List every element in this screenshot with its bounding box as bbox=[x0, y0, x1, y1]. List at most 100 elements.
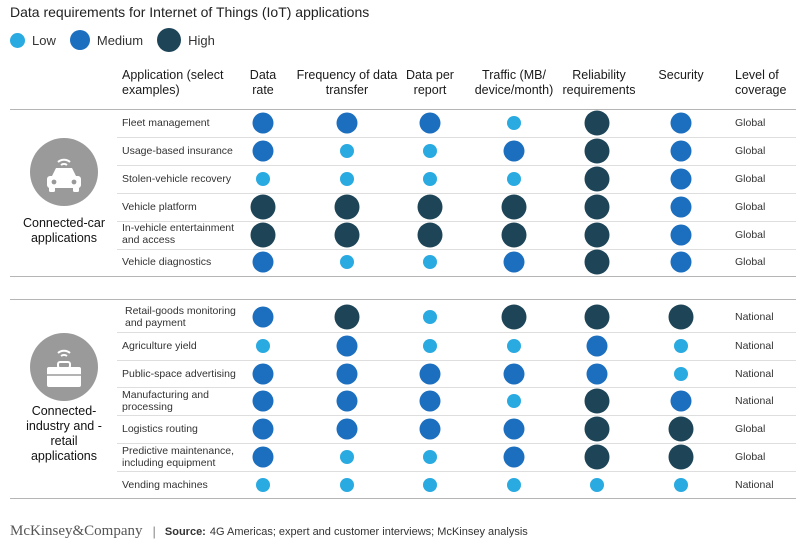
source-label: Source: bbox=[164, 525, 206, 538]
column-header-reliability: Reliability requirements bbox=[562, 68, 636, 97]
rating-dot-reliability-medium bbox=[586, 335, 608, 357]
legend-item-medium: Medium bbox=[69, 30, 143, 50]
rating-dot-traffic-high bbox=[501, 194, 527, 220]
rating-dot-data-rate-medium bbox=[252, 363, 274, 385]
rating-dot-reliability-medium bbox=[586, 363, 608, 385]
rating-dot-data-per-report-medium bbox=[419, 418, 441, 440]
rating-dot-frequency-high bbox=[334, 222, 360, 248]
rating-dot-frequency-low bbox=[340, 478, 354, 492]
row-divider bbox=[117, 249, 796, 250]
row-divider bbox=[117, 360, 796, 361]
app-label: Agriculture yield bbox=[122, 340, 197, 352]
rating-dot-frequency-low bbox=[340, 255, 354, 269]
rating-dot-data-per-report-low bbox=[423, 478, 437, 492]
group-rule-top bbox=[10, 299, 796, 300]
row-divider bbox=[117, 165, 796, 166]
rating-dot-frequency-medium bbox=[336, 335, 358, 357]
rating-dot-data-rate-medium bbox=[252, 140, 274, 162]
rating-dot-data-per-report-low bbox=[423, 310, 437, 324]
rating-dot-security-low bbox=[674, 478, 688, 492]
rating-dot-traffic-medium bbox=[503, 363, 525, 385]
rating-dot-data-per-report-low bbox=[423, 255, 437, 269]
rating-dot-data-rate-medium bbox=[252, 446, 274, 468]
rating-dot-reliability-low bbox=[590, 478, 604, 492]
coverage-value: Global bbox=[735, 423, 766, 435]
briefcase-icon bbox=[30, 333, 98, 401]
app-label: Vehicle platform bbox=[122, 201, 197, 213]
legend-label-low: Low bbox=[32, 32, 56, 48]
rating-dot-traffic-low bbox=[507, 478, 521, 492]
app-label: Predictive maintenance, including equipm… bbox=[122, 445, 235, 469]
rating-dot-data-rate-medium bbox=[252, 112, 274, 134]
car-icon bbox=[30, 138, 98, 206]
rating-dot-traffic-medium bbox=[503, 418, 525, 440]
rating-dot-reliability-high bbox=[584, 222, 610, 248]
rating-dot-data-rate-low bbox=[256, 478, 270, 492]
coverage-value: Global bbox=[735, 451, 766, 463]
rating-dot-traffic-low bbox=[507, 394, 521, 408]
rating-dot-security-medium bbox=[670, 168, 692, 190]
column-header-data-per-report: Data per report bbox=[406, 68, 454, 97]
rating-dot-frequency-high bbox=[334, 194, 360, 220]
rating-dot-security-medium bbox=[670, 390, 692, 412]
column-header-traffic: Traffic (MB/ device/month) bbox=[474, 68, 554, 97]
group-label-connected-car: Connected-car applications bbox=[23, 216, 105, 245]
rating-dot-data-per-report-low bbox=[423, 172, 437, 186]
legend-label-high: High bbox=[188, 32, 215, 48]
column-header-data-rate: Data rate bbox=[249, 68, 277, 97]
rating-dot-data-per-report-medium bbox=[419, 363, 441, 385]
footer: McKinsey&Company | Source: 4G Americas; … bbox=[10, 523, 528, 540]
rating-dot-security-high bbox=[668, 416, 694, 442]
legend-swatch-high bbox=[157, 28, 182, 52]
row-divider bbox=[117, 387, 796, 388]
legend-item-high: High bbox=[157, 28, 215, 52]
rating-dot-reliability-high bbox=[584, 166, 610, 192]
legend-item-low: Low bbox=[10, 32, 56, 48]
group-rule-bottom bbox=[10, 276, 796, 277]
rating-dot-data-per-report-high bbox=[417, 222, 443, 248]
rating-dot-reliability-high bbox=[584, 194, 610, 220]
chart-title: Data requirements for Internet of Things… bbox=[10, 4, 370, 20]
rating-dot-reliability-high bbox=[584, 304, 610, 330]
row-divider bbox=[117, 332, 796, 333]
rating-dot-data-rate-medium bbox=[252, 390, 274, 412]
rating-dot-data-rate-medium bbox=[252, 251, 274, 273]
rating-dot-frequency-low bbox=[340, 172, 354, 186]
rating-dot-frequency-medium bbox=[336, 112, 358, 134]
footer-separator: | bbox=[152, 524, 156, 539]
coverage-value: Global bbox=[735, 117, 766, 129]
coverage-value: National bbox=[735, 368, 774, 380]
rating-dot-security-low bbox=[674, 339, 688, 353]
rating-dot-frequency-medium bbox=[336, 363, 358, 385]
rating-dot-data-rate-medium bbox=[252, 418, 274, 440]
row-divider bbox=[117, 137, 796, 138]
coverage-value: Global bbox=[735, 173, 766, 185]
rating-dot-data-per-report-low bbox=[423, 144, 437, 158]
rating-dot-reliability-high bbox=[584, 388, 610, 414]
group-rule-top bbox=[10, 109, 796, 110]
rating-dot-frequency-low bbox=[340, 144, 354, 158]
column-header-security: Security bbox=[658, 68, 704, 82]
rating-dot-traffic-medium bbox=[503, 251, 525, 273]
row-divider bbox=[117, 415, 796, 416]
rating-dot-traffic-low bbox=[507, 339, 521, 353]
rating-dot-data-rate-medium bbox=[252, 306, 274, 328]
rating-dot-security-medium bbox=[670, 112, 692, 134]
rating-dot-traffic-high bbox=[501, 304, 527, 330]
row-divider bbox=[117, 471, 796, 472]
row-divider bbox=[117, 221, 796, 222]
group-label-connected-industry: Connected-industry and -retail applicati… bbox=[26, 404, 102, 463]
rating-dot-security-medium bbox=[670, 224, 692, 246]
rating-dot-data-per-report-low bbox=[423, 450, 437, 464]
group-rule-bottom bbox=[10, 498, 796, 499]
row-divider bbox=[117, 443, 796, 444]
rating-dot-data-rate-high bbox=[250, 194, 276, 220]
app-label: Vending machines bbox=[122, 479, 208, 491]
app-label: Fleet management bbox=[122, 117, 210, 129]
app-label: Public-space advertising bbox=[122, 368, 236, 380]
rating-dot-traffic-medium bbox=[503, 140, 525, 162]
rating-dot-frequency-low bbox=[340, 450, 354, 464]
rating-dot-traffic-medium bbox=[503, 446, 525, 468]
coverage-value: Global bbox=[735, 229, 766, 241]
